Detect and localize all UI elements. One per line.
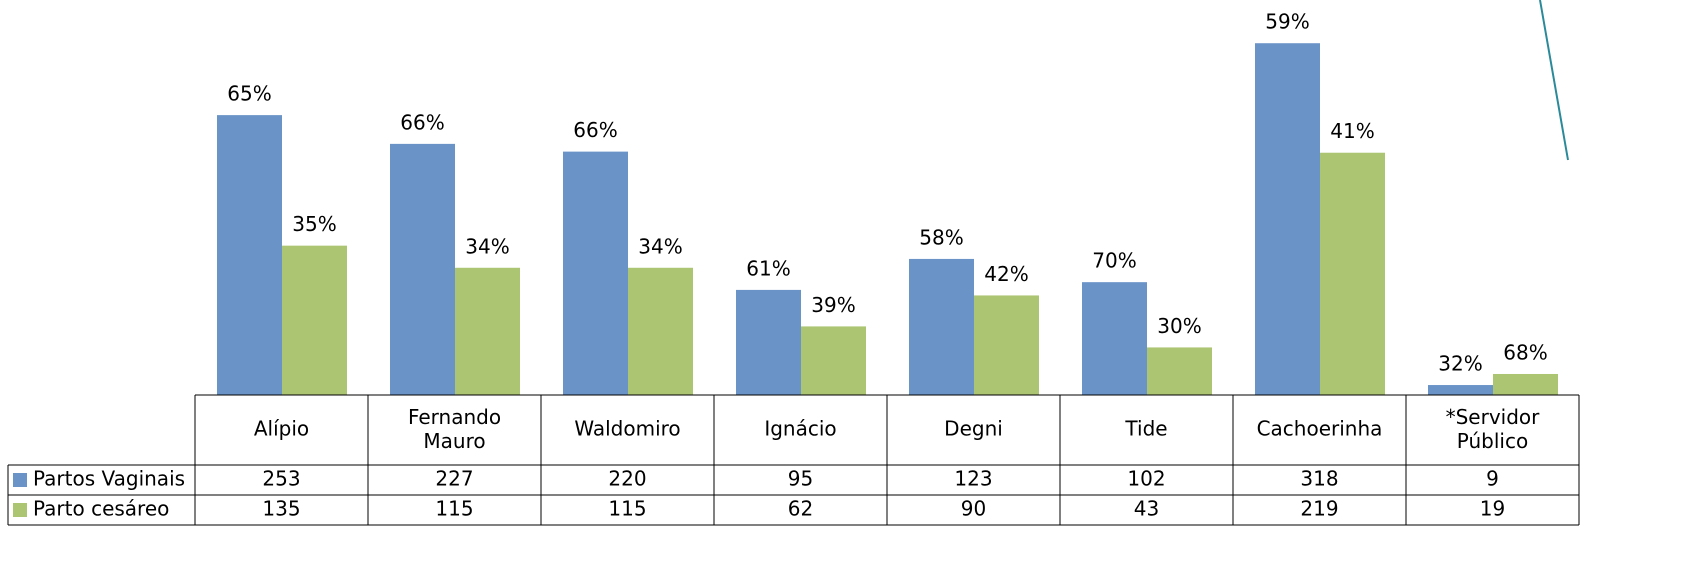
- table-cell: 19: [1480, 497, 1505, 521]
- bar: [736, 289, 801, 395]
- bar: [909, 258, 974, 395]
- bar: [1320, 152, 1385, 395]
- table-cell: 219: [1300, 497, 1338, 521]
- bar: [974, 295, 1039, 395]
- x-tick-label: Waldomiro: [574, 417, 680, 441]
- table-cell: 43: [1134, 497, 1159, 521]
- table-cell: 90: [961, 497, 986, 521]
- data-label: 70%: [1092, 249, 1136, 273]
- x-tick-label: Cachoerinha: [1257, 417, 1383, 441]
- data-label: 61%: [746, 256, 790, 280]
- data-label: 34%: [465, 234, 509, 258]
- legend-swatch: [13, 503, 27, 517]
- x-tick-label: Degni: [944, 417, 1003, 441]
- bar: [455, 267, 520, 395]
- table-cell: 102: [1127, 467, 1165, 491]
- x-tick-label: Tide: [1124, 417, 1167, 441]
- table-cell: 115: [608, 497, 646, 521]
- bar: [628, 267, 693, 395]
- table-cell: 227: [435, 467, 473, 491]
- table-cell: 253: [262, 467, 300, 491]
- data-label: 66%: [573, 118, 617, 142]
- bar: [282, 245, 347, 395]
- data-label: 66%: [400, 110, 444, 134]
- data-label: 34%: [638, 234, 682, 258]
- legend-label: Partos Vaginais: [33, 467, 185, 491]
- decorative-line: [1539, 0, 1569, 161]
- bar: [1082, 282, 1147, 395]
- data-label: 32%: [1438, 352, 1482, 376]
- data-label: 41%: [1330, 119, 1374, 143]
- table-cell: 115: [435, 497, 473, 521]
- x-tick-label: Fernando Mauro: [408, 405, 501, 453]
- bar: [217, 115, 282, 396]
- table-cell: 95: [788, 467, 813, 491]
- legend-label: Parto cesáreo: [33, 497, 169, 521]
- table-cell: 220: [608, 467, 646, 491]
- legend-swatch: [13, 473, 27, 487]
- bar: [563, 151, 628, 395]
- bar: [1428, 385, 1493, 395]
- table-cell: 318: [1300, 467, 1338, 491]
- bar: [1255, 43, 1320, 396]
- table-cell: 123: [954, 467, 992, 491]
- x-tick-label: Alípio: [254, 417, 309, 441]
- data-label: 39%: [811, 293, 855, 317]
- data-label: 65%: [227, 82, 271, 106]
- bar: [1147, 347, 1212, 395]
- data-label: 58%: [919, 225, 963, 249]
- bar: [1493, 373, 1558, 395]
- data-label: 30%: [1157, 314, 1201, 338]
- bar: [390, 143, 455, 395]
- data-label: 35%: [292, 212, 336, 236]
- table-cell: 62: [788, 497, 813, 521]
- bar: [801, 326, 866, 395]
- data-label: 59%: [1265, 10, 1309, 34]
- x-tick-label: Ignácio: [764, 417, 836, 441]
- table-cell: 135: [262, 497, 300, 521]
- x-tick-label: *Servidor Público: [1446, 405, 1541, 453]
- data-label: 68%: [1503, 340, 1547, 364]
- table-cell: 9: [1486, 467, 1499, 491]
- data-label: 42%: [984, 262, 1028, 286]
